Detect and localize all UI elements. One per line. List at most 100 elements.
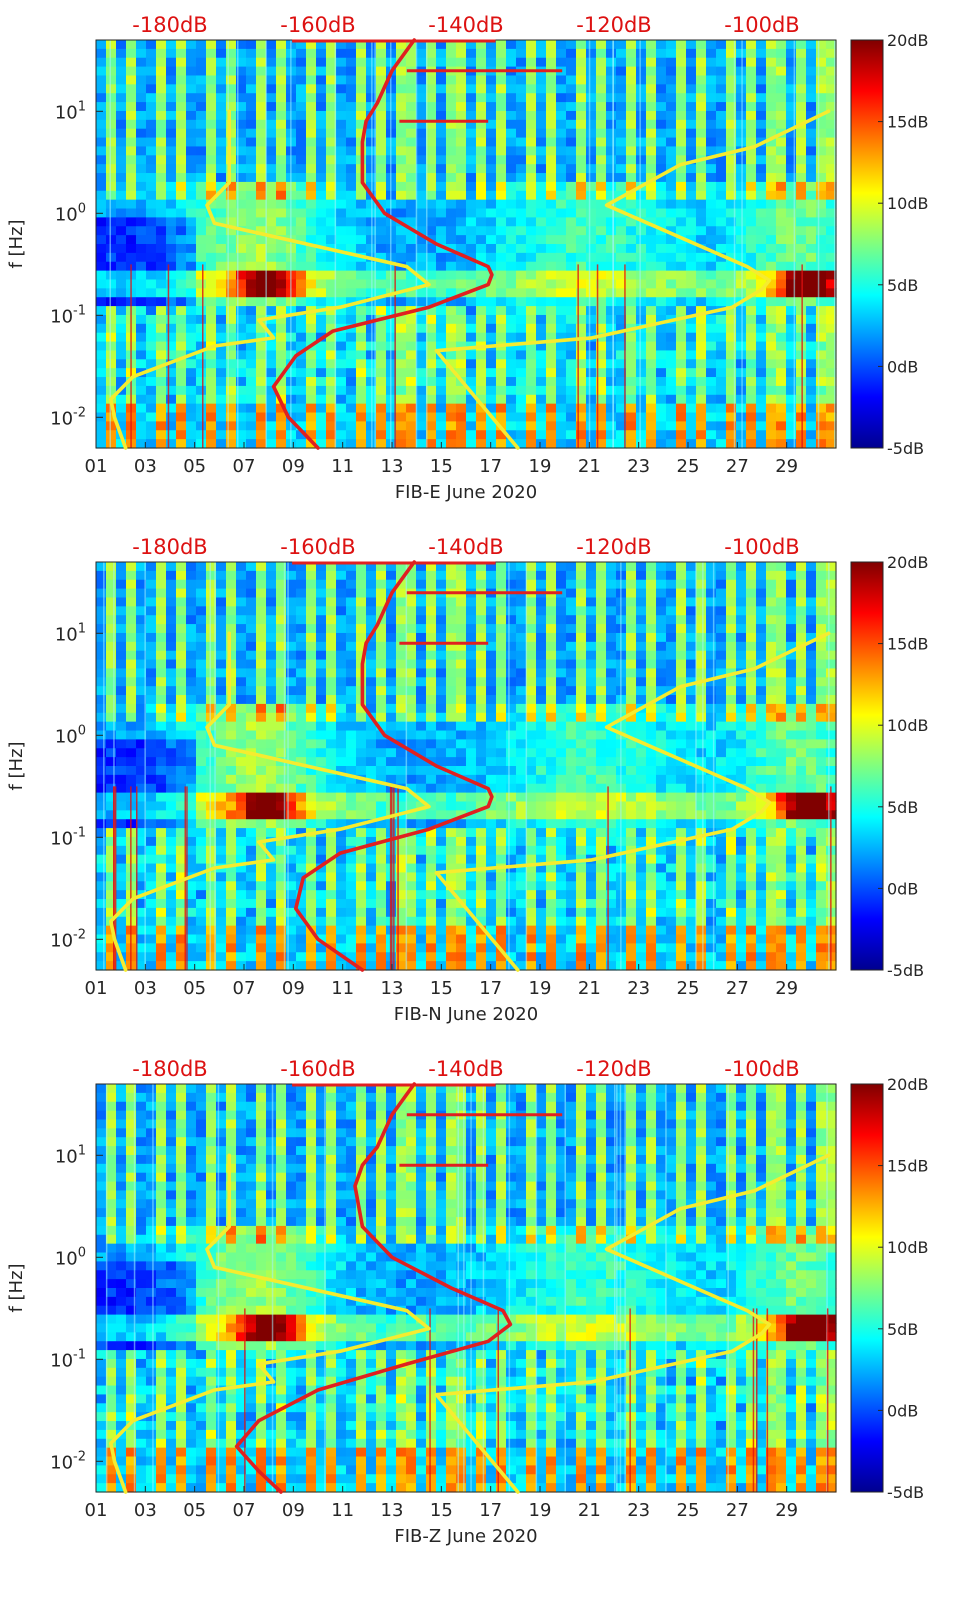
heatmap-cell (486, 314, 497, 325)
heatmap-cell (716, 421, 727, 431)
heatmap-cell (406, 208, 417, 218)
heatmap-cell (256, 66, 267, 77)
heatmap-cell (326, 190, 337, 201)
heatmap-cell (336, 137, 347, 148)
heatmap-cell (346, 412, 357, 422)
heatmap-cell (306, 421, 317, 431)
heatmap-cell (486, 261, 497, 272)
heatmap-cell (256, 712, 267, 723)
heatmap-cell (96, 146, 107, 156)
heatmap-cell (476, 119, 487, 130)
heatmap-cell (196, 907, 207, 918)
heatmap-cell (566, 252, 577, 263)
heatmap-cell (186, 57, 197, 68)
heatmap-cell (506, 394, 517, 405)
heatmap-cell (806, 279, 817, 289)
heatmap-cell (226, 695, 237, 705)
heatmap-cell (436, 155, 447, 165)
heatmap-cell (306, 641, 317, 652)
heatmap-cell (276, 766, 287, 776)
heatmap-cell (306, 119, 317, 130)
heatmap-cell (156, 792, 167, 803)
heatmap-cell (96, 774, 107, 785)
heatmap-cell (376, 899, 387, 909)
heatmap-cell (396, 403, 407, 414)
heatmap-cell (216, 845, 227, 856)
heatmap-cell (646, 75, 657, 85)
heatmap-cell (276, 341, 287, 352)
heatmap-cell (226, 439, 237, 449)
heatmap-cell (176, 146, 187, 156)
heatmap-cell (796, 208, 807, 218)
heatmap-cell (576, 323, 587, 334)
heatmap-cell (676, 217, 687, 227)
heatmap-cell (326, 368, 337, 378)
heatmap-cell (546, 173, 557, 183)
heatmap-cell (116, 579, 127, 590)
heatmap-cell (256, 244, 267, 254)
heatmap-cell (606, 341, 617, 352)
heatmap-cell (216, 217, 227, 227)
heatmap-cell (706, 93, 717, 103)
heatmap-cell (196, 695, 207, 705)
heatmap-cell (296, 588, 307, 599)
heatmap-cell (726, 439, 737, 449)
heatmap-cell (626, 350, 637, 360)
heatmap-cell (146, 190, 157, 201)
heatmap-cell (166, 439, 177, 449)
heatmap-cell (636, 102, 647, 112)
heatmap-cell (496, 190, 507, 201)
heatmap-cell (486, 155, 497, 165)
heatmap-cell (116, 588, 127, 599)
heatmap-cell (96, 792, 107, 803)
heatmap-cell (726, 173, 737, 183)
heatmap-cell (706, 341, 717, 352)
heatmap-cell (256, 739, 267, 749)
heatmap-cell (106, 730, 117, 740)
heatmap-cell (206, 350, 217, 360)
heatmap-cell (556, 297, 567, 307)
top-db-label: -140dB (428, 13, 503, 37)
colorbar-tick-label: 15dB (887, 113, 929, 132)
heatmap-cell (256, 261, 267, 272)
heatmap-cell (146, 208, 157, 218)
heatmap-cell (416, 279, 427, 289)
heatmap-cell (296, 350, 307, 360)
heatmap-cell (616, 235, 627, 245)
heatmap-cell (826, 181, 837, 192)
heatmap-cell (826, 48, 837, 59)
heatmap-cell (756, 155, 767, 165)
heatmap-cell (466, 439, 477, 449)
heatmap-cell (146, 579, 157, 590)
heatmap-cell (416, 597, 427, 607)
heatmap-cell (186, 739, 197, 749)
heatmap-cell (486, 173, 497, 183)
heatmap-cell (106, 128, 117, 139)
heatmap-cell (346, 632, 357, 643)
heatmap-cell (116, 226, 127, 236)
heatmap-cell (506, 270, 517, 281)
heatmap-cell (446, 368, 457, 378)
heatmap-cell (576, 270, 587, 281)
heatmap-cell (156, 137, 167, 148)
heatmap-cell (466, 323, 477, 334)
heatmap-cell (356, 934, 367, 944)
heatmap-cell (236, 270, 247, 281)
heatmap-cell (776, 110, 787, 121)
heatmap-cell (526, 421, 537, 431)
heatmap-cell (266, 712, 277, 723)
heatmap-cell (266, 394, 277, 405)
heatmap-cell (516, 164, 527, 174)
heatmap-cell (246, 845, 257, 856)
heatmap-cell (286, 615, 297, 625)
heatmap-cell (146, 916, 157, 927)
heatmap-cell (806, 323, 817, 334)
heatmap-cell (146, 854, 157, 865)
heatmap-cell (166, 961, 177, 971)
heatmap-cell (676, 40, 687, 50)
heatmap-cell (786, 323, 797, 334)
heatmap-cell (126, 252, 137, 263)
heatmap-cell (376, 137, 387, 148)
heatmap-cell (756, 226, 767, 236)
heatmap-cell (336, 66, 347, 77)
